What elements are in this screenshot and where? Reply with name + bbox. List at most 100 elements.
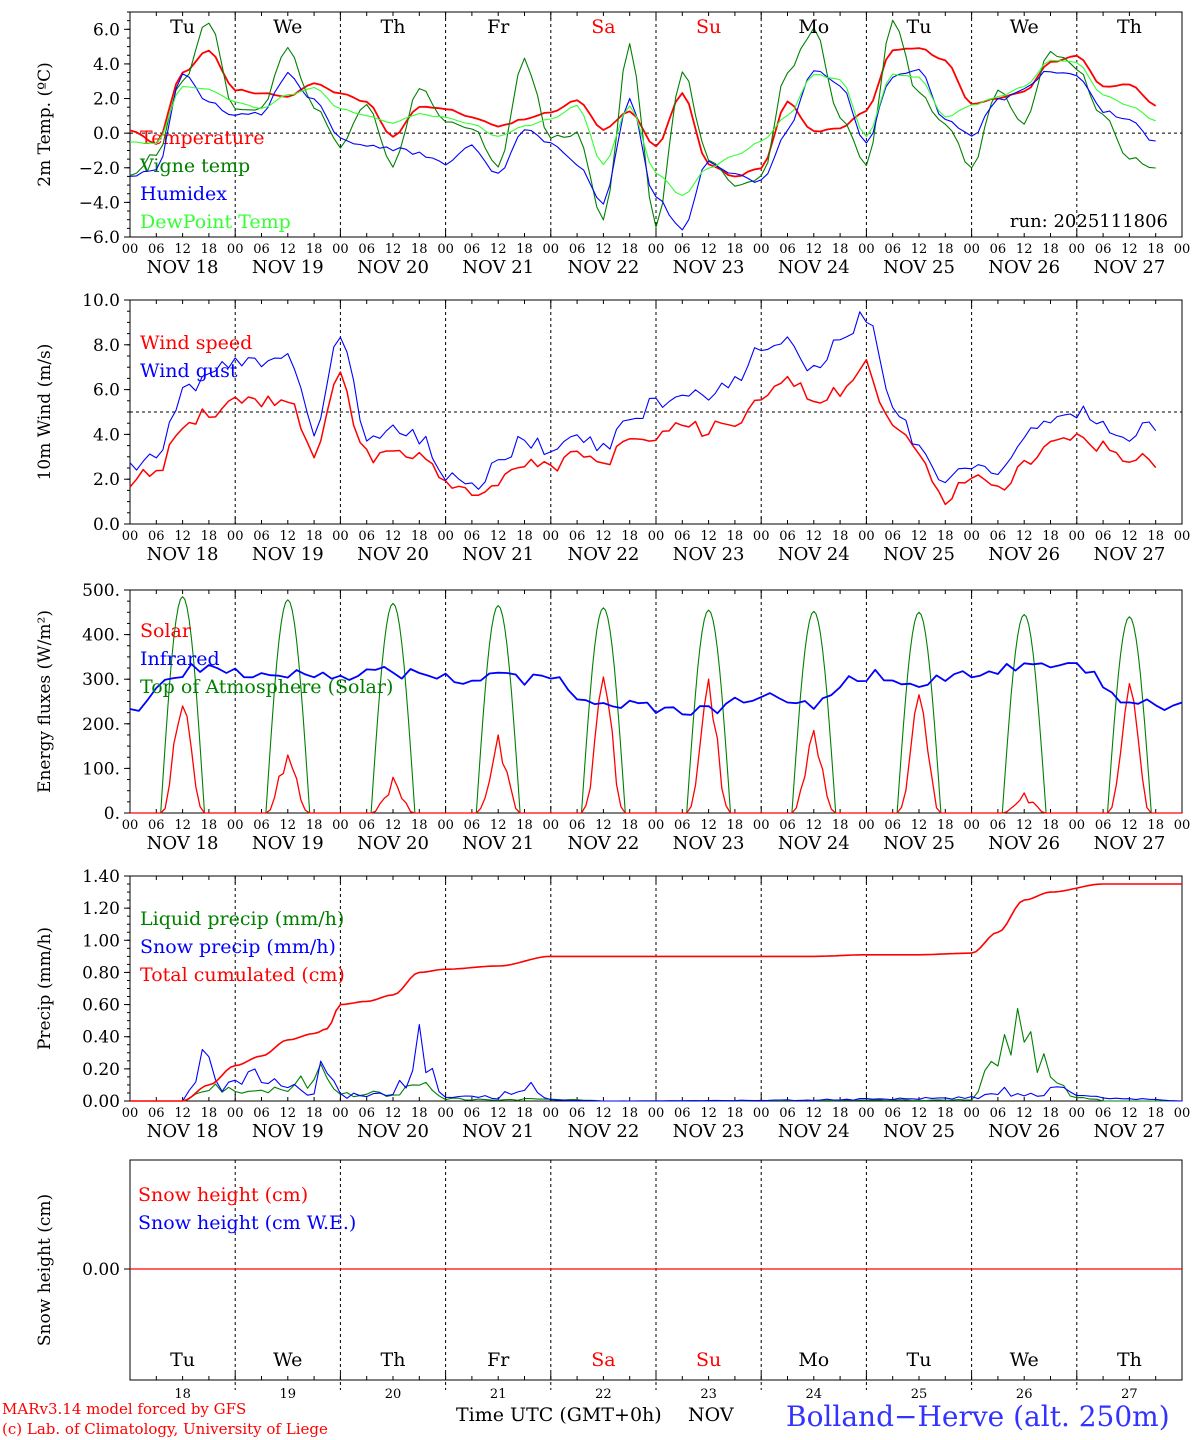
hour-tick-label: 00 [543, 1106, 560, 1121]
hour-tick-label: 00 [648, 529, 665, 544]
date-label: NOV 21 [462, 544, 534, 565]
hour-tick-label: 00 [1174, 529, 1191, 544]
hour-tick-label: 12 [280, 242, 297, 257]
hour-tick-label: 18 [727, 1106, 744, 1121]
hour-tick-label: 12 [1016, 818, 1033, 833]
hour-tick-label: 00 [332, 1106, 349, 1121]
hour-tick-label: 12 [700, 529, 717, 544]
y-tick-label: 6.0 [93, 20, 120, 40]
hour-tick-label: 00 [332, 242, 349, 257]
series-line-top-of-atmosphere [866, 611, 972, 814]
hour-tick-label: 00 [122, 242, 139, 257]
hour-tick-label: 12 [280, 1106, 297, 1121]
hour-tick-label: 06 [674, 529, 691, 544]
hour-tick-label: 12 [1016, 1106, 1033, 1121]
hour-tick-label: 12 [911, 1106, 928, 1121]
legend-entry: Wind gust [140, 360, 238, 382]
y-tick-label: 1.20 [82, 899, 120, 919]
y-tick-label: 500. [82, 581, 120, 601]
date-label: NOV 26 [988, 544, 1060, 565]
hour-tick-label: 18 [937, 818, 954, 833]
hour-tick-label: 06 [464, 818, 481, 833]
date-label: NOV 24 [778, 544, 850, 565]
hour-tick-label: 18 [832, 818, 849, 833]
hour-tick-label: 00 [648, 1106, 665, 1121]
hour-tick-label: 18 [516, 1106, 533, 1121]
hour-tick-label: 18 [832, 529, 849, 544]
series-line-solar [235, 754, 341, 814]
hour-tick-label: 06 [1095, 242, 1112, 257]
weekday-label: We [1010, 16, 1039, 38]
hour-tick-label: 12 [595, 529, 612, 544]
hour-tick-label: 12 [806, 242, 823, 257]
hour-tick-label: 06 [884, 242, 901, 257]
hour-tick-label: 12 [911, 242, 928, 257]
hour-tick-label: 00 [1174, 818, 1191, 833]
y-tick-label: 0.40 [82, 1028, 120, 1048]
legend-entry: DewPoint Temp [140, 211, 291, 233]
legend-entry: Humidex [140, 183, 227, 205]
date-label: NOV 24 [778, 833, 850, 854]
day-number-label: 20 [385, 1387, 402, 1402]
weekday-label: Mo [798, 1349, 829, 1371]
hour-tick-label: 12 [806, 818, 823, 833]
hour-tick-label: 06 [358, 1106, 375, 1121]
hour-tick-label: 12 [911, 529, 928, 544]
date-label: NOV 25 [883, 544, 955, 565]
date-label: NOV 18 [147, 833, 219, 854]
weekday-label: Tu [907, 16, 932, 38]
y-tick-label: 0.00 [82, 1260, 120, 1280]
hour-tick-label: 00 [437, 818, 454, 833]
date-label: NOV 27 [1093, 833, 1165, 854]
series-line-top-of-atmosphere [1076, 616, 1182, 814]
hour-tick-label: 00 [1069, 242, 1086, 257]
weekday-label: Sa [591, 1349, 615, 1371]
series-line-top-of-atmosphere [340, 602, 446, 814]
hour-tick-label: 18 [1147, 529, 1164, 544]
weekday-label: Su [696, 1349, 721, 1371]
date-label: NOV 19 [252, 544, 324, 565]
hour-tick-label: 18 [1042, 529, 1059, 544]
date-label: NOV 23 [673, 257, 745, 278]
weekday-label: Th [1117, 16, 1142, 38]
hour-tick-label: 12 [595, 242, 612, 257]
hour-tick-label: 00 [1069, 1106, 1086, 1121]
hour-tick-label: 18 [937, 1106, 954, 1121]
hour-tick-label: 06 [990, 1106, 1007, 1121]
hour-tick-label: 12 [174, 529, 191, 544]
y-tick-label: 0.0 [93, 124, 120, 144]
date-label: NOV 23 [673, 1121, 745, 1142]
y-axis-label: 10m Wind (m/s) [35, 344, 55, 481]
hour-tick-label: 06 [990, 529, 1007, 544]
hour-tick-label: 06 [569, 818, 586, 833]
weekday-label: Tu [907, 1349, 932, 1371]
hour-tick-label: 18 [306, 529, 323, 544]
hour-tick-label: 06 [884, 529, 901, 544]
hour-tick-label: 12 [174, 1106, 191, 1121]
panel-frame [129, 589, 1183, 814]
hour-tick-label: 06 [674, 242, 691, 257]
legend-entry: Liquid precip (mm/h) [140, 908, 344, 930]
hour-tick-label: 00 [543, 529, 560, 544]
hour-tick-label: 00 [963, 1106, 980, 1121]
series-line-solar [550, 676, 656, 814]
y-tick-label: 400. [82, 626, 120, 646]
hour-tick-label: 18 [411, 1106, 428, 1121]
hour-tick-label: 06 [674, 1106, 691, 1121]
hour-tick-label: 06 [990, 242, 1007, 257]
hour-tick-label: 06 [148, 242, 165, 257]
legend-entry: Vigne temp [139, 155, 250, 177]
hour-tick-label: 12 [1121, 529, 1138, 544]
date-label: NOV 27 [1093, 544, 1165, 565]
hour-tick-label: 00 [437, 242, 454, 257]
hour-tick-label: 12 [806, 529, 823, 544]
legend-entry: Infrared [140, 648, 220, 670]
series-line-snow-precip [130, 1024, 1183, 1102]
hour-tick-label: 00 [1069, 818, 1086, 833]
y-tick-label: 0.20 [82, 1060, 120, 1080]
hour-tick-label: 00 [543, 242, 560, 257]
hour-tick-label: 12 [280, 818, 297, 833]
y-tick-label: 8.0 [93, 336, 120, 356]
date-label: NOV 20 [357, 833, 429, 854]
hour-tick-label: 18 [411, 818, 428, 833]
